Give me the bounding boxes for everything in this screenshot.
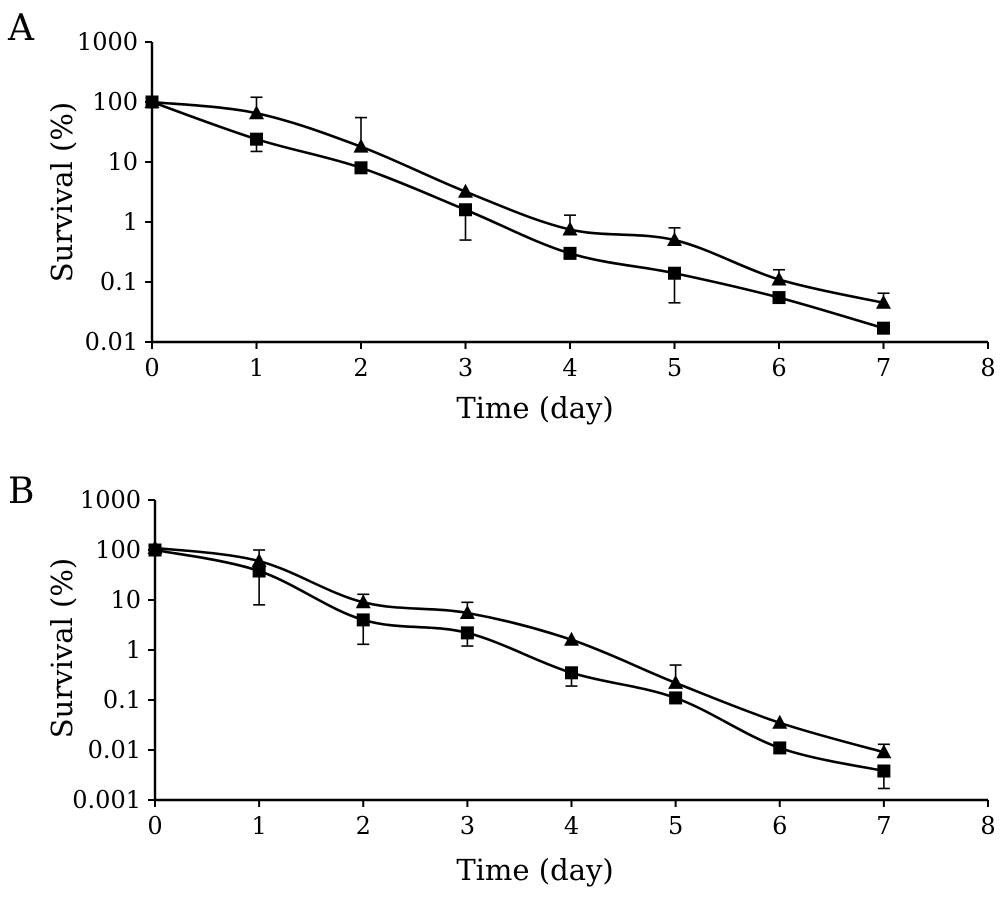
- triangle-marker: [562, 221, 578, 236]
- x-tick-label: 0: [147, 812, 162, 840]
- x-tick-label: 1: [249, 354, 264, 382]
- triangle-marker: [355, 594, 371, 609]
- y-tick-label: 0.01: [88, 736, 141, 764]
- x-tick-label: 6: [771, 354, 786, 382]
- square-marker: [772, 291, 786, 305]
- x-axis-title: Time (day): [456, 391, 613, 425]
- square-marker: [565, 666, 578, 680]
- triangle-marker: [667, 232, 682, 247]
- x-tick-label: 5: [668, 812, 683, 840]
- triangle-marker: [876, 744, 892, 759]
- series-line-square: [150, 100, 885, 330]
- square-marker: [252, 564, 266, 578]
- square-marker: [250, 132, 263, 146]
- triangle-marker: [458, 183, 473, 198]
- square-marker: [669, 691, 683, 705]
- triangle-marker: [876, 294, 891, 309]
- panel-label: A: [7, 8, 35, 49]
- y-tick-label: 1000: [77, 28, 138, 56]
- square-marker: [563, 246, 577, 260]
- triangle-marker: [668, 674, 684, 689]
- triangle-marker: [564, 631, 579, 646]
- panel-a-chart: A 0 1 2 3 4 5 6 7 8 1000 100 10 1 0.1 0.01 Time (day) Sur…: [7, 8, 996, 425]
- triangle-marker: [249, 105, 264, 120]
- square-marker: [148, 543, 162, 557]
- x-tick-label: 4: [562, 354, 577, 382]
- square-marker: [459, 203, 472, 217]
- triangle-marker: [772, 714, 788, 729]
- y-axis-title: Survival (%): [45, 102, 79, 282]
- x-tick-label: 3: [460, 812, 475, 840]
- x-tick-label: 7: [876, 812, 891, 840]
- y-tick-label: 10: [107, 148, 138, 176]
- triangle-marker: [771, 271, 787, 286]
- y-axis-title: Survival (%): [45, 558, 79, 738]
- square-marker: [877, 764, 891, 778]
- x-tick-label: 3: [458, 354, 473, 382]
- triangle-marker: [251, 553, 267, 568]
- x-tick-label: 2: [353, 354, 368, 382]
- y-tick-label: 1000: [80, 486, 141, 514]
- square-marker: [877, 321, 890, 335]
- series-line-triangle: [150, 100, 885, 305]
- triangle-marker: [459, 604, 475, 619]
- y-tick-label: 1: [123, 208, 138, 236]
- panel-label: B: [8, 471, 34, 512]
- square-marker: [773, 741, 787, 755]
- triangle-marker: [353, 138, 369, 153]
- y-tick-label: 0.1: [100, 268, 138, 296]
- y-tick-label: 0.01: [85, 328, 138, 356]
- series-line-square: [153, 548, 886, 773]
- x-tick-label: 5: [667, 354, 682, 382]
- y-tick-label: 1: [126, 636, 141, 664]
- x-tick-label: 2: [356, 812, 371, 840]
- square-marker: [668, 266, 681, 280]
- panel-b-chart: B 0 1 2 3 4 5 6 7 8 1000 100 10 1 0.1 0.01 0.001 Time (da…: [8, 471, 996, 887]
- x-tick-label: 7: [876, 354, 891, 382]
- x-tick-label: 1: [251, 812, 266, 840]
- square-marker: [356, 613, 370, 627]
- x-tick-label: 6: [772, 812, 787, 840]
- y-tick-label: 0.001: [72, 786, 141, 814]
- y-tick-label: 100: [92, 88, 138, 116]
- square-marker: [145, 95, 159, 109]
- square-marker: [460, 626, 474, 640]
- x-tick-label: 8: [980, 812, 995, 840]
- y-tick-label: 100: [95, 536, 141, 564]
- x-tick-label: 0: [144, 354, 159, 382]
- y-tick-label: 10: [110, 586, 141, 614]
- square-marker: [354, 161, 368, 175]
- x-tick-label: 4: [564, 812, 579, 840]
- y-tick-label: 0.1: [103, 686, 141, 714]
- x-axis-title: Time (day): [456, 853, 613, 887]
- x-tick-label: 8: [980, 354, 995, 382]
- series-line-triangle: [153, 546, 886, 754]
